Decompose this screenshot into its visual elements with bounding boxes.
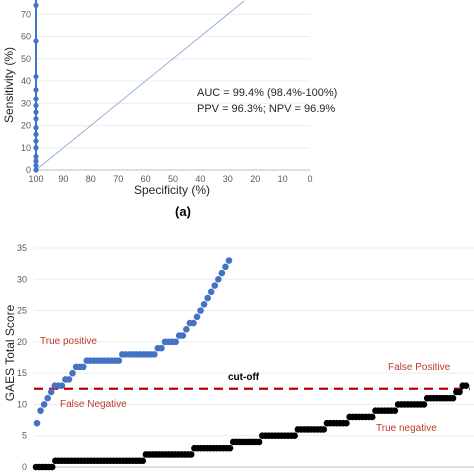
roc-x-tick-label: 0 <box>307 174 312 184</box>
annotation-true-positive: True positive <box>40 336 97 347</box>
positive-case-point <box>215 275 222 283</box>
positive-case-point <box>204 294 211 302</box>
annotation-false-positive: False Positive <box>388 362 451 373</box>
roc-annotation-ppv-npv: PPV = 96.3%; NPV = 96.9% <box>197 103 335 115</box>
roc-x-tick-label: 100 <box>28 174 43 184</box>
positive-case-point <box>151 351 158 358</box>
negative-case-point <box>226 444 234 452</box>
roc-x-tick-label: 30 <box>223 174 233 184</box>
negative-case-point <box>343 419 350 427</box>
positive-case-point <box>65 376 73 383</box>
positive-case-point <box>193 313 201 321</box>
positive-case-point <box>200 301 208 308</box>
roc-y-tick-label: 20 <box>21 121 31 131</box>
positive-case-point <box>218 269 226 277</box>
negative-case-point <box>48 463 56 471</box>
roc-point <box>33 131 39 137</box>
positive-case-point <box>47 388 55 396</box>
roc-point <box>33 87 39 93</box>
roc-reference-line <box>35 0 245 171</box>
roc-point <box>33 116 39 122</box>
roc-y-tick-label: 40 <box>21 76 31 86</box>
positive-case-point <box>190 319 197 327</box>
negative-case-point <box>291 432 298 440</box>
negative-case-point <box>320 426 328 433</box>
roc-point <box>33 102 39 109</box>
negative-case-point <box>368 413 376 421</box>
roc-point <box>33 158 39 164</box>
positive-case-point <box>69 369 76 377</box>
roc-y-tick-label: 0 <box>26 165 31 175</box>
panel-label-a: (a) <box>175 204 191 219</box>
roc-point <box>33 109 39 115</box>
roc-y-tick-label: 60 <box>21 32 31 42</box>
negative-case-point <box>462 382 470 389</box>
gaes-y-tick-label: 30 <box>17 274 27 284</box>
gaes-y-tick-label: 5 <box>22 431 27 441</box>
roc-x-tick-label: 10 <box>278 174 288 184</box>
positive-case-point <box>33 419 41 427</box>
roc-point <box>33 167 39 173</box>
negative-case-point <box>139 457 146 465</box>
positive-case-point <box>58 382 66 389</box>
positive-case-point <box>44 394 51 402</box>
negative-case-point <box>420 401 428 408</box>
roc-point <box>33 96 39 102</box>
roc-point <box>33 154 39 160</box>
positive-case-point <box>158 344 165 352</box>
gaes-y-tick-label: 10 <box>17 399 27 409</box>
roc-annotation-auc: AUC = 99.4% (98.4%-100%) <box>197 87 337 99</box>
positive-case-point <box>37 407 44 414</box>
roc-x-tick-label: 20 <box>250 174 260 184</box>
roc-point <box>33 162 39 169</box>
positive-case-point <box>40 401 48 408</box>
annotation-false-negative: False Negative <box>60 399 127 410</box>
positive-case-point <box>79 363 87 371</box>
positive-case-point <box>179 332 187 339</box>
roc-x-tick-label: 70 <box>113 174 123 184</box>
positive-case-point <box>222 263 229 271</box>
roc-x-tick-label: 90 <box>58 174 68 184</box>
roc-y-axis-label: Sensitivity (%) <box>2 47 16 123</box>
negative-case-point <box>187 451 195 458</box>
roc-point <box>33 2 39 8</box>
positive-case-point <box>115 357 123 364</box>
positive-case-point <box>183 326 190 333</box>
roc-x-tick-label: 60 <box>141 174 151 184</box>
positive-case-point <box>211 282 219 289</box>
gaes-y-tick-label: 25 <box>17 306 27 316</box>
roc-x-tick-label: 80 <box>86 174 96 184</box>
roc-y-tick-label: 30 <box>21 98 31 108</box>
gaes-y-tick-label: 35 <box>17 243 27 253</box>
positive-case-point <box>172 338 179 346</box>
roc-point <box>33 145 39 151</box>
roc-x-tick-label: 40 <box>195 174 205 184</box>
positive-case-point <box>207 288 215 296</box>
gaes-y-tick-label: 0 <box>22 462 27 472</box>
positive-case-point <box>225 257 233 264</box>
roc-point <box>33 125 39 131</box>
annotation-true-negative: True negative <box>376 423 437 434</box>
gaes-y-tick-label: 20 <box>17 337 27 347</box>
gaes-score-chart: 0 5 10 15 20 25 30 35 GAES Total Score True pos… <box>3 243 474 472</box>
negative-case-point <box>456 388 463 396</box>
roc-x-tick-label: 50 <box>168 174 178 184</box>
roc-x-axis-label: Specificity (%) <box>134 183 210 197</box>
cutoff-label: cut-off <box>228 372 260 383</box>
roc-point <box>33 73 39 80</box>
roc-y-tick-label: 10 <box>21 143 31 153</box>
roc-y-tick-label: 70 <box>21 9 31 19</box>
gaes-y-axis-label: GAES Total Score <box>3 304 17 401</box>
gaes-y-tick-label: 15 <box>17 368 27 378</box>
roc-point <box>33 38 39 44</box>
negative-case-point <box>391 407 399 414</box>
roc-point <box>33 138 39 144</box>
negative-case-point <box>255 438 263 446</box>
roc-y-tick-label: 50 <box>21 54 31 64</box>
negative-case-point <box>449 394 457 402</box>
positive-case-point <box>197 307 204 314</box>
